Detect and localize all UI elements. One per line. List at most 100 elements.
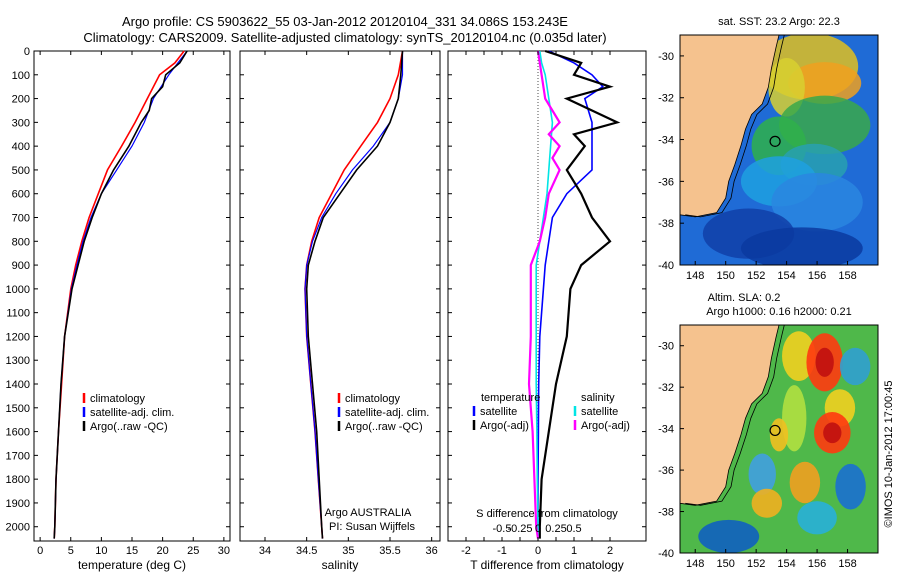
land-mass [680,35,780,218]
x-top-axis-label: S difference from climatology [476,508,618,520]
map-frame [679,324,879,554]
x-tick-label: 20 [157,545,169,557]
argo-float-marker [769,424,781,437]
map-x-tick-label: 156 [808,558,826,570]
y-tick-label: 2000 [6,522,30,534]
x-tick-label: 25 [187,545,199,557]
series-line-argo-raw-qc- [305,50,404,539]
difference-panel: -2 -1 0 1 2 -0.5-0.25 0 0.25 0.5 S difference fro… [447,49,647,572]
plot-frame [447,50,647,542]
sla-patch [835,463,866,510]
x-tick-label: 5 [68,545,74,557]
x-tick-label: 0 [535,545,541,557]
x-tick-label: -2 [461,545,471,557]
y-tick-label: 200 [12,94,30,106]
legend-label: satellite [581,406,618,418]
map-y-tick-label: -32 [658,382,674,394]
y-tick-label: 0 [24,46,30,58]
sla-patch [815,347,834,377]
map-y-tick-label: -32 [658,93,674,105]
map-field [680,35,878,265]
isobath-line [685,325,785,506]
legend-label: Argo(-adj) [480,420,529,432]
map-x-tick-label: 150 [717,270,735,282]
sst-patch [768,58,805,117]
map-x-tick-label: 152 [747,270,765,282]
x-axis-label: salinity [322,558,359,572]
salinity-panel: 34 34.5 35 35.5 36 salinity climatology satelli… [239,50,441,572]
map-x-tick-label: 156 [808,270,826,282]
map-y-tick-label: -40 [658,548,674,560]
sst-patch [788,62,862,104]
legend-label: satellite-adj. clim. [345,407,429,419]
sla-patch [698,519,760,553]
float-annotation-line2: PI: Susan Wijffels [329,521,415,533]
y-tick-label: 600 [12,189,30,201]
legend-label: satellite [480,406,517,418]
y-tick-label: 1400 [6,379,30,391]
y-tick-label: 1900 [6,498,30,510]
figure-title-line2: Climatology: CARS2009. Satellite-adjuste… [83,30,606,45]
x-top-tick-label: -0.5 [493,523,512,535]
map-x-tick-label: 154 [777,270,795,282]
y-tick-label: 400 [12,141,30,153]
map-y-tick-label: -30 [658,341,674,353]
sla-patch [769,418,789,452]
series-line-temperature-satellite [537,50,605,539]
y-tick-label: 500 [12,165,30,177]
sla-patch [823,422,842,444]
legend-salinity-title: salinity [581,392,615,404]
legend-label: Argo(-adj) [581,420,630,432]
x-axis-label: T difference from climatology [470,558,624,572]
map-x-tick-label: 158 [838,270,856,282]
sst-map-title: sat. SST: 23.2 Argo: 22.3 [718,16,840,28]
x-top-tick-label: -0.25 [507,523,532,535]
sst-patch [771,173,863,232]
sla-patch [789,461,821,504]
map-frame [679,34,879,266]
x-tick-label: 30 [218,545,230,557]
y-tick-label: 1800 [6,474,30,486]
sst-map-panel: 148 150 152 154 156 158 -30 -32 -34 -36 -38 -40 sat.… [658,16,879,282]
sla-patch [839,347,871,386]
y-tick-label: 700 [12,213,30,225]
sla-patch [748,453,776,495]
x-top-tick-label: 0 [535,523,541,535]
map-x-tick-label: 148 [686,270,704,282]
map-x-tick-label: 150 [717,558,735,570]
x-tick-label: -1 [497,545,507,557]
plot-frame [33,50,231,542]
x-tick-label: 35 [342,545,354,557]
x-tick-label: 2 [607,545,613,557]
y-tick-label: 900 [12,260,30,272]
map-y-tick-label: -40 [658,260,674,272]
map-y-tick-label: -30 [658,51,674,63]
imos-credit: ©IMOS 10-Jan-2012 17:00:45 [883,381,895,528]
legend-label: climatology [345,393,401,405]
y-tick-label: 1100 [6,308,30,320]
temperature-panel: 0 5 10 15 20 25 300100200300400500600700800900… [6,46,231,572]
y-tick-label: 1300 [6,355,30,367]
x-tick-label: 0 [37,545,43,557]
sst-patch [740,227,863,265]
map-x-tick-label: 148 [686,558,704,570]
legend-label: climatology [90,393,146,405]
x-tick-label: 10 [95,545,107,557]
x-tick-label: 35.5 [379,545,400,557]
legend-label: satellite-adj. clim. [90,407,174,419]
y-tick-label: 1700 [6,450,30,462]
x-axis-label: temperature (deg C) [78,558,186,572]
y-tick-label: 100 [12,70,30,82]
map-x-tick-label: 154 [777,558,795,570]
legend-label: Argo(..raw -QC) [90,421,168,433]
map-x-tick-label: 158 [838,558,856,570]
sla-map-panel: 148 150 152 154 156 158 -30 -32 -34 -36 -38 -40 Alti… [658,292,879,570]
x-top-tick-label: 0.25 [545,523,566,535]
land-mass [680,325,780,506]
sla-map-title-line1: Altim. SLA: 0.2 [708,292,781,304]
isobath-line [685,35,785,218]
y-tick-label: 300 [12,117,30,129]
y-tick-label: 1500 [6,403,30,415]
map-y-tick-label: -34 [658,135,674,147]
